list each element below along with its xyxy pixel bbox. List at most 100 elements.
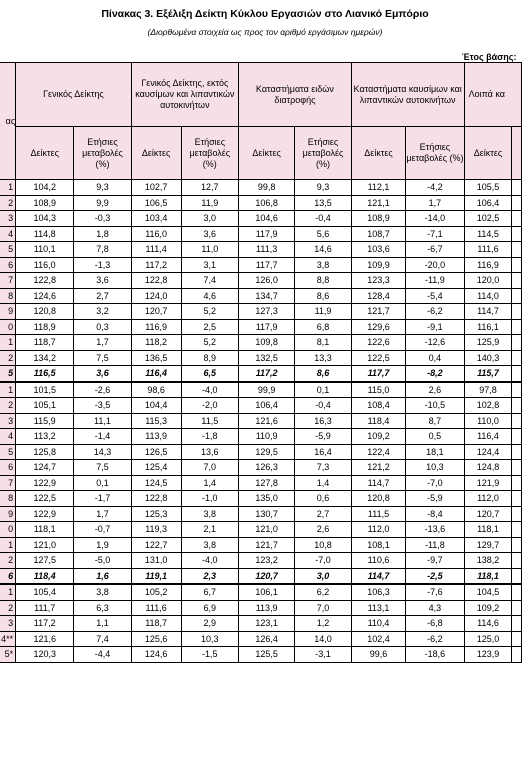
index-cell: 129,6 bbox=[350, 318, 407, 335]
index-cell: 105,1 bbox=[15, 397, 75, 414]
index-cell: 126,0 bbox=[237, 272, 296, 289]
index-cell: 117,2 bbox=[237, 365, 296, 383]
change-header: Ετήσιες μεταβολές (%) bbox=[294, 126, 352, 180]
change-cell: -11,9 bbox=[405, 272, 465, 289]
change-cell: 9,3 bbox=[294, 179, 352, 196]
cut-cell bbox=[511, 412, 522, 429]
index-cell: 132,5 bbox=[237, 349, 296, 366]
period-cell: 4 bbox=[0, 225, 17, 242]
group-header-general: Γενικός Δείκτης bbox=[15, 62, 132, 127]
change-cell: -13,6 bbox=[405, 521, 465, 538]
index-cell: 104,5 bbox=[463, 583, 513, 601]
change-cell: 5,2 bbox=[180, 303, 240, 320]
change-cell: 11,5 bbox=[180, 412, 240, 429]
cut-cell bbox=[511, 225, 522, 242]
change-cell: -7,0 bbox=[294, 552, 352, 569]
table-row: 2 105,1 -3,5 104,4 -2,0 106,4 -0,4 108,4 -10,5 10… bbox=[0, 397, 522, 414]
change-cell: 3,8 bbox=[73, 583, 132, 601]
index-cell: 124,4 bbox=[463, 443, 513, 460]
table-row: 7 122,8 3,6 122,8 7,4 126,0 8,8 123,3 -11,9 120,0 bbox=[0, 272, 522, 289]
period-cell: 5 bbox=[0, 365, 17, 383]
change-cell: -1,4 bbox=[73, 428, 132, 445]
change-cell: 7,0 bbox=[294, 599, 352, 616]
index-cell: 124,5 bbox=[130, 474, 182, 491]
change-cell: -1,5 bbox=[180, 646, 240, 663]
change-cell: -3,1 bbox=[294, 646, 352, 663]
cut-cell bbox=[511, 194, 522, 211]
change-cell: 0,6 bbox=[294, 490, 352, 507]
change-cell: -9,1 bbox=[405, 318, 465, 335]
table-row: 7 122,9 0,1 124,5 1,4 127,8 1,4 114,7 -7,0 121,9 bbox=[0, 474, 522, 491]
base-year-label: Έτος βάσης: bbox=[462, 52, 517, 62]
index-cell: 109,2 bbox=[350, 428, 407, 445]
table-row: 1 104,2 9,3 102,7 12,7 99,8 9,3 112,1 -4,2 105,5 bbox=[0, 179, 522, 196]
change-cell: 10,8 bbox=[294, 536, 352, 553]
index-cell: 122,7 bbox=[130, 536, 182, 553]
index-cell: 121,9 bbox=[463, 474, 513, 491]
change-cell: 14,3 bbox=[73, 443, 132, 460]
change-cell: -18,6 bbox=[405, 646, 465, 663]
index-cell: 134,2 bbox=[15, 349, 75, 366]
group-header-general-ex-fuel: Γενικός Δείκτης, εκτός καυσίμων και λιπα… bbox=[130, 62, 240, 127]
change-cell: 7,3 bbox=[294, 459, 352, 476]
index-cell: 111,6 bbox=[130, 599, 182, 616]
table-row: 0 118,1 -0,7 119,3 2,1 121,0 2,6 112,0 -13,6 118,… bbox=[0, 521, 522, 538]
index-header: Δείκτες bbox=[15, 126, 75, 180]
index-cell: 115,0 bbox=[350, 381, 407, 398]
change-cell: 3,8 bbox=[180, 505, 240, 522]
cut-cell bbox=[511, 241, 522, 258]
index-cell: 138,2 bbox=[463, 552, 513, 569]
index-cell: 120,7 bbox=[130, 303, 182, 320]
cut-cell bbox=[511, 428, 522, 445]
change-cell: 2,1 bbox=[180, 521, 240, 538]
period-cell: 8 bbox=[0, 490, 17, 507]
period-cell: 1 bbox=[0, 334, 17, 351]
change-cell: 3,8 bbox=[294, 256, 352, 273]
index-cell: 103,4 bbox=[130, 210, 182, 227]
index-cell: 102,7 bbox=[130, 179, 182, 196]
index-cell: 131,0 bbox=[130, 552, 182, 569]
cut-cell bbox=[511, 365, 522, 383]
index-cell: 122,4 bbox=[350, 443, 407, 460]
index-cell: 129,7 bbox=[463, 536, 513, 553]
change-cell: -5,9 bbox=[294, 428, 352, 445]
index-cell: 117,7 bbox=[350, 365, 407, 383]
index-cell: 120,8 bbox=[350, 490, 407, 507]
cut-cell bbox=[511, 630, 522, 647]
period-cell: 0 bbox=[0, 318, 17, 335]
group-header-fuel-stores: Καταστήματα καυσίμων και λιπαντικών αυτο… bbox=[350, 62, 465, 127]
period-cell: 2 bbox=[0, 194, 17, 211]
index-cell: 111,4 bbox=[130, 241, 182, 258]
index-cell: 112,1 bbox=[350, 179, 407, 196]
change-cell: 3,0 bbox=[294, 567, 352, 585]
change-cell: 18,1 bbox=[405, 443, 465, 460]
table-row-annual-total: 6 118,4 1,6 119,1 2,3 120,7 3,0 114,7 -2,5 118,1 bbox=[0, 567, 522, 585]
change-cell: -7,6 bbox=[405, 583, 465, 601]
change-cell: 7,0 bbox=[180, 459, 240, 476]
period-cell: 3 bbox=[0, 210, 17, 227]
period-cell: 3 bbox=[0, 615, 17, 632]
period-cell: 9 bbox=[0, 505, 17, 522]
index-cell: 113,9 bbox=[130, 428, 182, 445]
table-row: 5 125,8 14,3 126,5 13,6 129,5 16,4 122,4 18,1 124… bbox=[0, 443, 522, 460]
index-cell: 140,3 bbox=[463, 349, 513, 366]
index-cell: 126,4 bbox=[237, 630, 296, 647]
index-cell: 118,7 bbox=[15, 334, 75, 351]
index-cell: 122,6 bbox=[350, 334, 407, 351]
change-cell: -14,0 bbox=[405, 210, 465, 227]
index-cell: 108,7 bbox=[350, 225, 407, 242]
index-cell: 104,6 bbox=[237, 210, 296, 227]
index-cell: 125,4 bbox=[130, 459, 182, 476]
change-cell: 13,5 bbox=[294, 194, 352, 211]
index-cell: 126,5 bbox=[130, 443, 182, 460]
change-cell: 3,0 bbox=[180, 210, 240, 227]
index-cell: 115,9 bbox=[15, 412, 75, 429]
index-cell: 128,4 bbox=[350, 287, 407, 304]
change-cell: -12,6 bbox=[405, 334, 465, 351]
index-cell: 110,0 bbox=[463, 412, 513, 429]
index-header: Δείκτες bbox=[237, 126, 296, 180]
index-cell: 117,2 bbox=[130, 256, 182, 273]
cut-cell bbox=[511, 536, 522, 553]
index-cell: 106,5 bbox=[130, 194, 182, 211]
index-cell: 121,6 bbox=[15, 630, 75, 647]
